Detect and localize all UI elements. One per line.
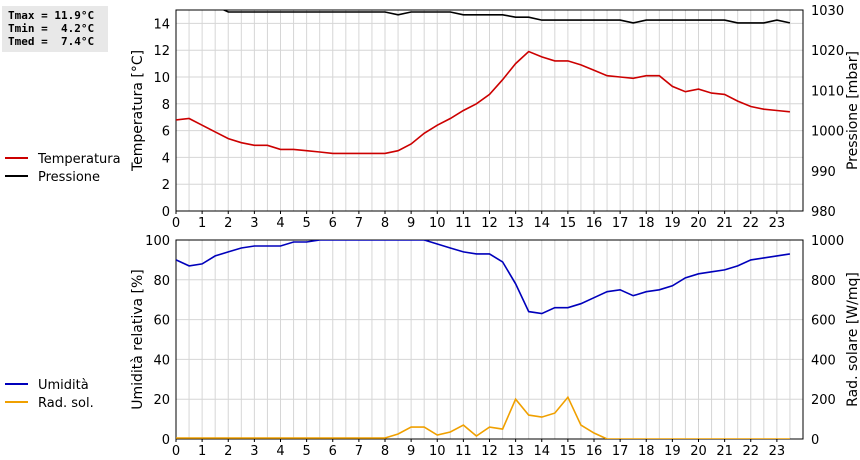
x-tick-label: 12 [481, 216, 498, 231]
x-tick-label: 1 [198, 444, 206, 459]
x-tick-label: 11 [455, 216, 472, 231]
x-tick-label: 17 [612, 216, 629, 231]
y-right-tick-label: 600 [811, 314, 836, 329]
stats-box: Tmax = 11.9°C Tmin = 4.2°C Tmed = 7.4°C [2, 6, 108, 52]
x-tick-label: 14 [533, 216, 550, 231]
series-line-umidit- [176, 240, 791, 315]
x-tick-label: 14 [533, 444, 550, 459]
x-tick-label: 7 [355, 444, 363, 459]
legend-entry: Pressione [38, 170, 100, 185]
x-tick-label: 23 [769, 216, 786, 231]
y-right-tick-label: 1010 [811, 84, 844, 99]
y-left-axis-label: Temperatura [°C] [130, 50, 146, 172]
x-tick-label: 23 [769, 444, 786, 459]
x-tick-label: 18 [638, 216, 655, 231]
y-right-tick-label: 0 [811, 433, 819, 448]
y-left-tick-label: 80 [153, 274, 170, 289]
x-tick-label: 2 [224, 444, 232, 459]
x-tick-label: 0 [172, 216, 180, 231]
x-tick-label: 9 [407, 444, 415, 459]
y-left-tick-label: 0 [162, 205, 170, 220]
y-right-axis-label: Rad. solare [W/mq] [845, 272, 860, 407]
y-right-tick-label: 800 [811, 274, 836, 289]
x-tick-label: 19 [664, 216, 681, 231]
x-tick-label: 15 [560, 216, 577, 231]
x-tick-label: 6 [329, 444, 337, 459]
x-tick-label: 11 [455, 444, 472, 459]
y-right-tick-label: 990 [811, 165, 836, 180]
x-tick-label: 22 [742, 444, 759, 459]
y-left-axis-label: Umidità relativa [%] [130, 269, 146, 410]
y-left-tick-label: 60 [153, 314, 170, 329]
x-tick-label: 12 [481, 444, 498, 459]
x-tick-label: 16 [586, 444, 603, 459]
stat-tmin: Tmin = 4.2°C [8, 22, 95, 35]
x-tick-label: 21 [716, 444, 733, 459]
y-left-tick-label: 20 [153, 393, 170, 408]
y-left-tick-label: 14 [153, 17, 170, 32]
x-tick-label: 1 [198, 216, 206, 231]
y-left-tick-label: 100 [145, 234, 170, 249]
stat-tmed: Tmed = 7.4°C [8, 35, 95, 48]
legend-entry: Umidità [38, 378, 89, 393]
y-left-tick-label: 2 [162, 178, 170, 193]
x-tick-label: 18 [638, 444, 655, 459]
series-line-rad-sol- [176, 395, 790, 439]
x-tick-label: 16 [586, 216, 603, 231]
x-tick-label: 8 [381, 444, 389, 459]
x-tick-label: 15 [560, 444, 577, 459]
x-tick-label: 2 [224, 216, 232, 231]
x-tick-label: 5 [302, 216, 310, 231]
y-left-tick-label: 8 [162, 98, 170, 113]
y-left-tick-label: 12 [153, 44, 170, 59]
x-tick-label: 3 [250, 444, 258, 459]
x-tick-label: 0 [172, 444, 180, 459]
x-tick-label: 13 [507, 216, 524, 231]
legend-entry: Rad. sol. [38, 396, 94, 411]
x-tick-label: 20 [690, 216, 707, 231]
y-right-tick-label: 1000 [811, 125, 844, 140]
y-left-tick-label: 40 [153, 353, 170, 368]
y-right-tick-label: 1020 [811, 44, 844, 59]
y-left-tick-label: 10 [153, 71, 170, 86]
x-tick-label: 22 [742, 216, 759, 231]
y-left-tick-label: 6 [162, 125, 170, 140]
x-tick-label: 9 [407, 216, 415, 231]
x-tick-label: 3 [250, 216, 258, 231]
y-right-tick-label: 400 [811, 353, 836, 368]
x-tick-label: 10 [429, 444, 446, 459]
x-tick-label: 21 [716, 216, 733, 231]
x-tick-label: 5 [302, 444, 310, 459]
x-tick-label: 6 [329, 216, 337, 231]
legend-entry: Temperatura [37, 152, 121, 167]
x-tick-label: 19 [664, 444, 681, 459]
y-right-tick-label: 980 [811, 205, 836, 220]
x-tick-label: 17 [612, 444, 629, 459]
x-tick-label: 4 [276, 444, 284, 459]
y-right-tick-label: 1000 [811, 234, 844, 249]
stat-tmax: Tmax = 11.9°C [8, 9, 95, 22]
x-tick-label: 8 [381, 216, 389, 231]
x-tick-label: 4 [276, 216, 284, 231]
x-tick-label: 10 [429, 216, 446, 231]
x-tick-label: 13 [507, 444, 524, 459]
series-line-pressione [222, 10, 791, 24]
y-right-tick-label: 200 [811, 393, 836, 408]
x-tick-label: 20 [690, 444, 707, 459]
y-right-axis-label: Pressione [mbar] [845, 51, 860, 170]
y-left-tick-label: 0 [162, 433, 170, 448]
y-left-tick-label: 4 [162, 151, 170, 166]
x-tick-label: 7 [355, 216, 363, 231]
y-right-tick-label: 1030 [811, 4, 844, 19]
series-line-temperatura [176, 50, 790, 155]
